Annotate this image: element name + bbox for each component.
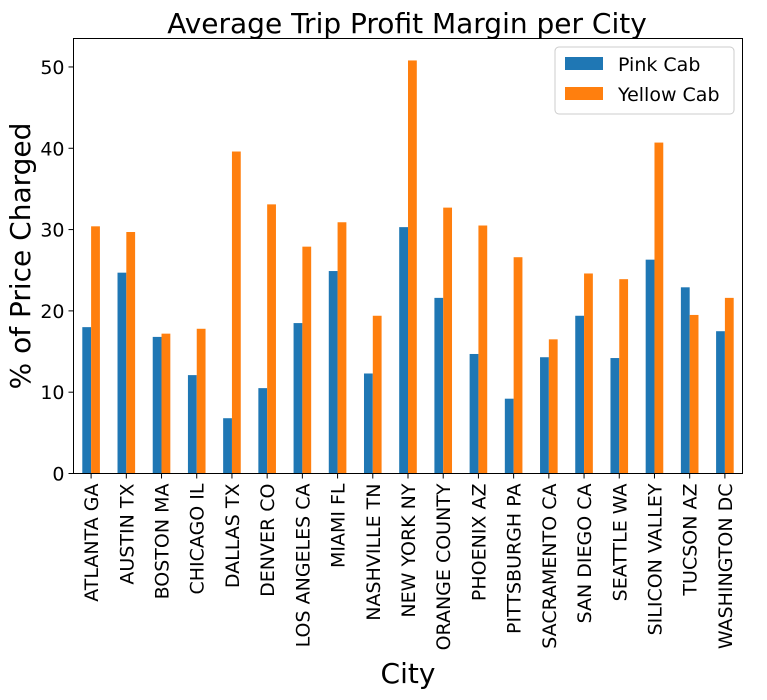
x-axis-label: City [381,657,436,690]
bar-yellow-cab-pittsburgh-pa [513,257,523,474]
x-tick-label-chicago-il: CHICAGO IL [187,483,209,594]
bar-yellow-cab-new-york-ny [408,60,417,474]
legend: Pink Cab Yellow Cab [554,46,735,115]
bar-pink-cab-sacramento-ca [540,357,549,474]
bar-pink-cab-washington-dc [716,331,725,474]
x-tick-label-miami-fl: MIAMI FL [328,483,350,568]
bar-pink-cab-miami-fl [328,271,338,474]
bar-pink-cab-tucson-az [680,287,690,474]
bar-yellow-cab-dallas-tx [231,151,241,474]
bar-yellow-cab-nashville-tn [372,315,382,474]
bar-yellow-cab-miami-fl [337,222,347,474]
bar-yellow-cab-atlanta-ga [91,226,100,474]
y-axis: 0 10 20 30 40 50 [40,57,74,486]
x-tick-label-boston-ma: BOSTON MA [152,483,174,599]
plot-area [82,60,734,474]
bar-pink-cab-san-diego-ca [575,315,585,474]
x-tick-label-phoenix-az: PHOENIX AZ [468,484,490,602]
x-tick-label-nashville-tn: NASHVILLE TN [363,484,385,621]
bar-pink-cab-new-york-ny [399,227,408,474]
x-tick-label-austin-tx: AUSTIN TX [116,484,138,585]
bar-pink-cab-austin-tx [117,272,127,474]
y-tick-label-10: 10 [40,382,64,404]
bar-pink-cab-boston-ma [152,336,162,474]
bar-pink-cab-phoenix-az [469,353,479,474]
x-tick-label-sacramento-ca: SACRAMENTO CA [539,483,561,648]
x-tick-label-san-diego-ca: SAN DIEGO CA [574,484,596,624]
y-tick-label-40: 40 [40,138,64,160]
bar-pink-cab-orange-county [434,297,444,474]
bar-yellow-cab-austin-tx [126,232,136,474]
y-tick-label-30: 30 [40,220,64,242]
bar-pink-cab-los-angeles-ca [293,323,303,474]
legend-label-yellow-cab: Yellow Cab [617,84,720,106]
bar-yellow-cab-boston-ma [161,333,171,474]
y-tick-label-20: 20 [40,301,64,323]
x-tick-label-atlanta-ga: ATLANTA GA [81,483,103,601]
bar-yellow-cab-silicon-valley [654,142,664,474]
legend-swatch-pink-cab [565,57,603,70]
bar-pink-cab-denver-co [258,388,268,474]
bar-yellow-cab-tucson-az [689,314,699,474]
bar-yellow-cab-orange-county [443,207,453,474]
bar-pink-cab-atlanta-ga [82,327,92,474]
bar-pink-cab-silicon-valley [645,259,655,474]
bar-yellow-cab-phoenix-az [478,225,488,474]
bar-yellow-cab-seattle-wa [619,279,629,474]
x-tick-label-los-angeles-ca: LOS ANGELES CA [292,484,314,648]
y-tick-label-50: 50 [40,57,64,79]
y-tick-label-0: 0 [52,464,64,486]
x-tick-label-new-york-ny: NEW YORK NY [398,483,420,617]
x-tick-label-pittsburgh-pa: PITTSBURGH PA [504,484,526,634]
x-tick-label-tucson-az: TUCSON AZ [680,484,702,597]
y-axis-label: % of Price Charged [4,123,37,390]
bar-yellow-cab-los-angeles-ca [302,246,312,474]
x-tick-label-silicon-valley: SILICON VALLEY [644,483,666,635]
bar-yellow-cab-denver-co [267,204,276,474]
x-axis: ATLANTA GA AUSTIN TX BOSTON MA CHICAGO IL DA… [81,473,737,650]
bar-pink-cab-nashville-tn [363,373,373,474]
chart-title: Average Trip Profit Margin per City [167,7,647,40]
x-tick-label-denver-co: DENVER CO [257,484,279,597]
x-tick-label-dallas-tx: DALLAS TX [222,484,244,589]
legend-label-pink-cab: Pink Cab [618,54,700,76]
x-tick-label-seattle-wa: SEATTLE WA [609,484,631,602]
x-tick-label-orange-county: ORANGE COUNTY [433,483,455,650]
bar-pink-cab-chicago-il [187,375,197,474]
bar-yellow-cab-sacramento-ca [548,339,558,474]
bar-pink-cab-seattle-wa [610,358,620,474]
x-tick-label-washington-dc: WASHINGTON DC [715,484,737,650]
bar-yellow-cab-san-diego-ca [584,273,593,474]
legend-swatch-yellow-cab [565,87,603,100]
bar-pink-cab-dallas-tx [223,418,232,474]
bar-yellow-cab-chicago-il [196,328,206,474]
bar-yellow-cab-washington-dc [724,297,734,474]
bar-pink-cab-pittsburgh-pa [504,398,514,474]
